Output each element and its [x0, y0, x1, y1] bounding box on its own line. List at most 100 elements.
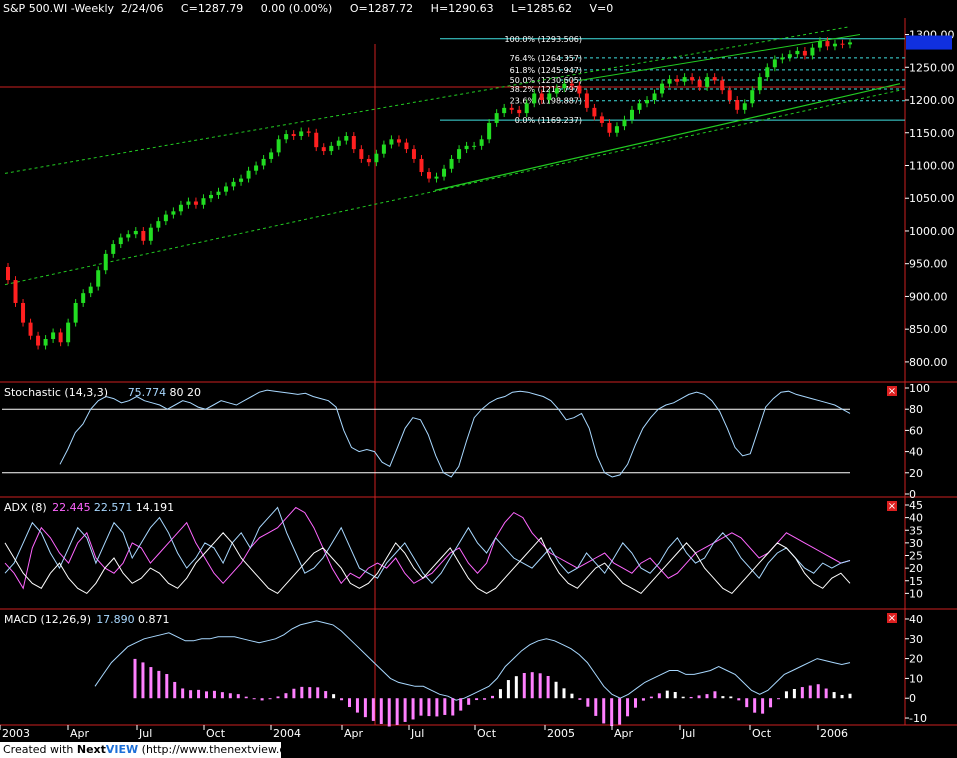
fib-level-label: 38.2% (1216.797)	[510, 85, 582, 94]
candle-body	[690, 77, 695, 81]
macd-histogram-bar	[252, 698, 256, 700]
candle-body	[742, 103, 747, 110]
time-tick-label: Oct	[206, 727, 226, 740]
macd-histogram-bar	[395, 698, 399, 725]
macd-histogram-bar	[610, 698, 614, 727]
price-tick-label: 1250.00	[909, 61, 955, 74]
close-panel-icon[interactable]	[887, 501, 897, 511]
macd-header-text: MACD (12,26,9)	[4, 613, 91, 626]
price-tick-label: 1050.00	[909, 192, 955, 205]
candle-body	[81, 293, 86, 303]
time-tick-label: Jul	[138, 727, 152, 740]
macd-histogram-bar	[586, 698, 590, 707]
macd-histogram-bar	[626, 698, 630, 717]
adx-series-line	[4, 506, 851, 585]
macd-histogram-bar	[808, 685, 812, 699]
candle-body	[810, 47, 815, 56]
candle-body	[224, 186, 229, 192]
macd-histogram-bar	[419, 698, 423, 716]
stoch-tick-label: 80	[909, 403, 923, 416]
candle-body	[840, 43, 845, 45]
candle-body	[186, 201, 191, 205]
adx-header-text: 22.445	[52, 501, 91, 514]
macd-histogram-bar	[228, 693, 232, 699]
fib-level-label: 50.0% (1230.605)	[510, 76, 582, 85]
chart-header: S&P 500.WI -Weekly 2/24/06 C=1287.79 0.0…	[3, 2, 613, 15]
time-tick-label: Jul	[410, 727, 424, 740]
candle-body	[637, 103, 642, 110]
candle-body	[652, 93, 657, 101]
candle-body	[254, 165, 259, 171]
candle-body	[765, 67, 770, 78]
macd-histogram-bar	[753, 698, 757, 713]
candle-body	[404, 142, 409, 150]
stoch-header-text: 75.774	[128, 386, 167, 399]
stoch-tick-label: 60	[909, 424, 923, 437]
close-x-glyph: ×	[888, 613, 896, 624]
macd-histogram-bar	[260, 698, 264, 701]
close-panel-icon[interactable]	[887, 386, 897, 396]
candle-body	[539, 93, 544, 101]
macd-tick-label: 20	[909, 653, 923, 666]
price-tick-label: 1100.00	[909, 159, 955, 172]
candle-body	[344, 136, 349, 141]
macd-histogram-bar	[371, 698, 375, 721]
macd-histogram-bar	[340, 698, 344, 701]
candle-body	[735, 100, 740, 110]
close-panel-icon[interactable]	[887, 613, 897, 623]
candle-body	[73, 302, 78, 323]
macd-histogram-bar	[165, 674, 169, 699]
channel-lower-line	[4, 89, 901, 286]
candle-body	[43, 338, 48, 346]
candle-body	[208, 194, 213, 199]
adx-tick-label: 15	[909, 575, 923, 588]
adx-tick-label: 40	[909, 512, 923, 525]
candle-body	[682, 77, 687, 82]
macd-histogram-bar	[665, 690, 669, 699]
macd-histogram-bar	[181, 688, 185, 699]
adx-tick-label: 35	[909, 524, 923, 537]
macd-histogram-bar	[777, 698, 780, 700]
brand-view: VIEW	[105, 743, 139, 756]
time-tick-label: 2003	[2, 727, 30, 740]
candle-body	[171, 211, 176, 215]
macd-histogram-bar	[244, 696, 248, 699]
candle-body	[321, 147, 326, 152]
candle-body	[351, 136, 356, 150]
macd-histogram-bar	[784, 691, 788, 699]
candle-body	[411, 149, 416, 159]
macd-histogram-bar	[538, 673, 542, 699]
candle-body	[757, 77, 762, 91]
brand-next: Next	[76, 743, 106, 756]
credit-text: Created with	[3, 743, 74, 756]
macd-histogram-bar	[173, 681, 177, 699]
macd-histogram-bar	[562, 688, 566, 699]
macd-histogram-bar	[602, 698, 606, 724]
candle-body	[524, 103, 529, 114]
adx-header-text: 14.191	[136, 501, 175, 514]
macd-histogram-bar	[832, 692, 836, 699]
price-tick-label: 1200.00	[909, 94, 955, 107]
time-tick-label: Oct	[477, 727, 497, 740]
candle-body	[239, 178, 244, 182]
macd-histogram-bar	[546, 675, 550, 699]
adx-tick-label: 10	[909, 587, 923, 600]
candle-body	[645, 100, 650, 104]
close-label: C=1287.79	[180, 2, 244, 15]
candle-body	[547, 93, 552, 101]
candle-body	[697, 80, 702, 87]
macd-histogram-bar	[475, 698, 479, 701]
macd-histogram-bar	[268, 698, 272, 700]
macd-histogram-bar	[427, 698, 431, 717]
candle-body	[720, 80, 725, 91]
candle-body	[88, 286, 93, 294]
candle-body	[848, 42, 852, 45]
date-label: 2/24/06	[121, 2, 164, 15]
macd-histogram-bar	[435, 698, 439, 717]
candle-body	[562, 83, 567, 89]
candle-body	[502, 107, 507, 114]
adx-tick-label: 20	[909, 562, 923, 575]
candle-body	[329, 145, 334, 152]
trend-mid-line	[579, 34, 861, 81]
